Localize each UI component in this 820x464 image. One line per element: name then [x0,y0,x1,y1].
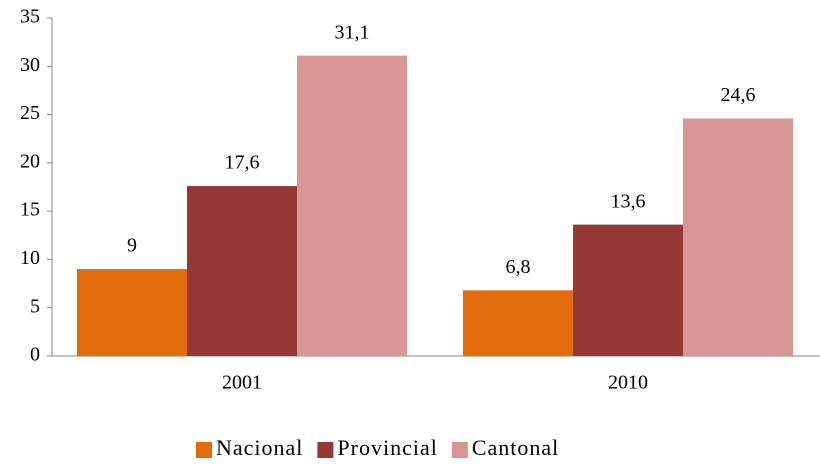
y-tick-label: 30 [20,54,40,76]
x-tick-label: 2010 [608,372,648,394]
bar [297,55,407,357]
bar [77,269,187,356]
legend-label: Provincial [337,435,437,460]
value-label: 13,6 [611,190,646,212]
legend: Nacional Provincial Cantonal [196,435,559,460]
legend-label: Cantonal [472,435,559,460]
bar [683,118,793,356]
value-label: 6,8 [506,256,531,278]
y-tick-label: 5 [30,295,40,317]
x-tick-label: 2001 [222,372,262,394]
legend-swatch [196,442,212,458]
y-tick-label: 25 [20,102,40,124]
y-tick-label: 15 [20,199,40,221]
legend-swatch [451,442,468,458]
y-tick-label: 10 [20,247,40,269]
legend-label: Nacional [216,435,303,460]
legend-swatch [317,442,334,458]
y-tick-label: 35 [20,6,40,28]
value-label: 24,6 [721,84,756,106]
value-label: 17,6 [225,152,260,174]
value-label: 31,1 [335,21,370,43]
bar [573,224,683,356]
y-tick-label: 20 [20,150,40,172]
bar [187,186,297,356]
value-label: 9 [127,235,137,257]
y-tick-label: 0 [30,344,40,366]
bar [463,290,573,356]
